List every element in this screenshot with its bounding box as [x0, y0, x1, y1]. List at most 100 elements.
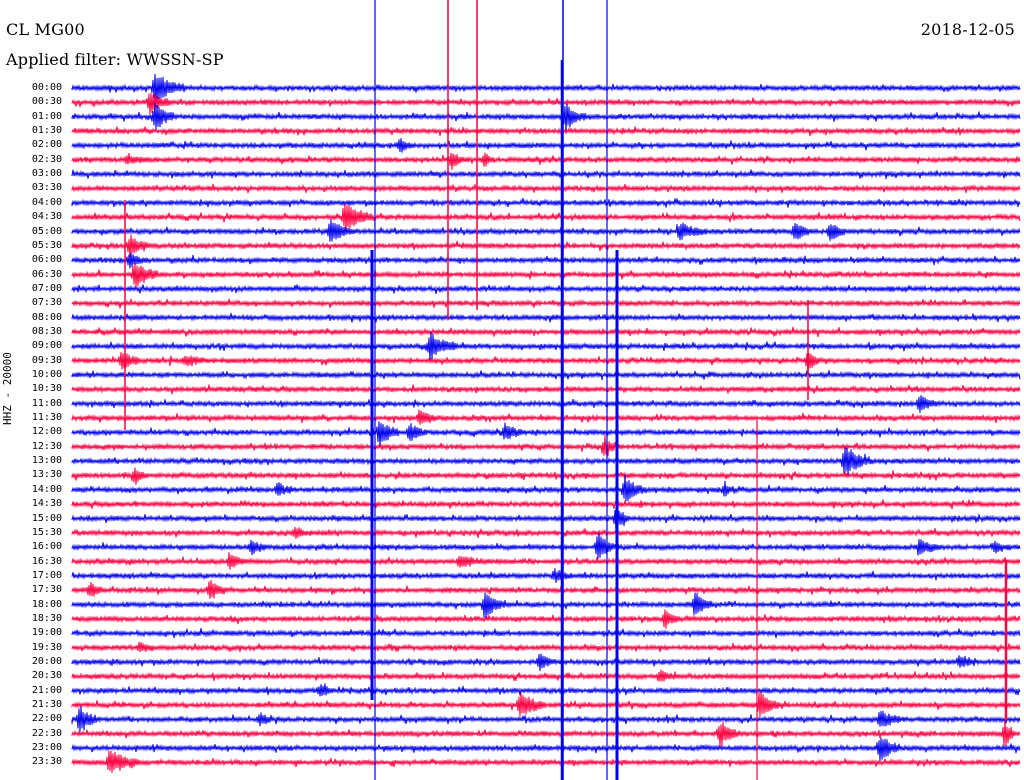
time-label: 17:00: [31, 569, 62, 581]
time-label: 07:00: [31, 282, 62, 294]
filter-label: Applied filter: WWSSN-SP: [6, 50, 224, 69]
time-label: 13:30: [31, 469, 62, 481]
time-label: 13:00: [31, 455, 62, 467]
trace-line: [71, 395, 1021, 413]
time-label: 08:00: [31, 311, 62, 323]
trace-line: [71, 718, 1021, 747]
time-label: 22:00: [31, 713, 62, 725]
trace-line: [71, 73, 1021, 103]
time-label: 23:00: [31, 742, 62, 754]
time-label: 15:30: [31, 526, 62, 538]
trace-line: [71, 653, 1021, 672]
trace-line: [71, 579, 1021, 600]
time-label: 16:30: [31, 555, 62, 567]
time-label: 08:30: [31, 325, 62, 337]
trace-line: [71, 126, 1021, 136]
trace-line: [71, 219, 1021, 242]
trace-line: [71, 683, 1021, 697]
trace-line: [71, 474, 1021, 502]
trace-line: [71, 592, 1021, 619]
time-label: 22:30: [31, 727, 62, 739]
trace-line: [71, 499, 1021, 510]
time-label: 21:00: [31, 684, 62, 696]
trace-line: [71, 552, 1021, 570]
time-label: 20:00: [31, 656, 62, 667]
time-label: 06:30: [31, 268, 62, 280]
time-label: 05:00: [31, 225, 62, 237]
trace-line: [71, 628, 1021, 639]
time-label: 15:00: [31, 512, 62, 524]
trace-line: [71, 370, 1021, 380]
time-label: 20:30: [31, 670, 62, 682]
trace-line: [71, 92, 1021, 115]
trace-line: [71, 532, 1021, 559]
trace-line: [71, 509, 1021, 533]
time-label: 11:30: [31, 412, 62, 424]
time-label: 00:00: [31, 82, 62, 93]
trace-line: [71, 152, 1021, 170]
time-label: 19:00: [31, 627, 62, 639]
time-label: 05:30: [31, 239, 62, 251]
time-label: 07:30: [31, 297, 62, 309]
time-label: 18:30: [31, 612, 62, 624]
trace-line: [71, 750, 1021, 773]
trace-line: [71, 197, 1021, 208]
trace-line: [71, 447, 1021, 475]
trace-line: [71, 609, 1021, 629]
time-label: 17:30: [31, 584, 62, 596]
trace-line: [71, 737, 1021, 761]
time-label: 04:30: [31, 211, 62, 223]
trace-line: [71, 669, 1021, 682]
time-label: 23:30: [31, 756, 62, 768]
time-label: 00:30: [31, 96, 62, 108]
trace-line: [71, 203, 1021, 232]
trace-line: [71, 284, 1021, 294]
trace-line: [71, 352, 1021, 376]
trace-line: [71, 384, 1021, 395]
time-label: 14:00: [31, 483, 62, 495]
time-label: 12:30: [31, 440, 62, 452]
trace-line: [71, 691, 1021, 718]
date-label: 2018-12-05: [920, 20, 1015, 39]
trace-line: [71, 298, 1021, 309]
trace-line: [71, 434, 1021, 457]
time-label: 01:30: [31, 125, 62, 137]
trace-line: [71, 169, 1021, 180]
trace-line: [71, 183, 1021, 194]
time-label: 14:30: [31, 498, 62, 510]
trace-line: [71, 409, 1021, 425]
station-label: CL MG00: [6, 20, 85, 39]
time-label: 21:30: [31, 699, 62, 711]
trace-line: [71, 252, 1021, 269]
time-label: 03:00: [31, 168, 62, 180]
time-label: 09:00: [31, 340, 62, 352]
trace-line: [71, 326, 1021, 338]
trace-line: [71, 102, 1021, 133]
time-label: 11:00: [31, 397, 62, 409]
trace-line: [71, 263, 1021, 288]
time-label: 12:00: [31, 426, 62, 438]
time-label: 03:30: [31, 182, 62, 194]
trace-line: [71, 331, 1021, 362]
trace-line: [71, 234, 1021, 258]
trace-line: [71, 312, 1021, 323]
time-label: 02:00: [31, 139, 62, 151]
time-label: 10:30: [31, 383, 62, 395]
trace-line: [71, 138, 1021, 153]
time-label: 09:30: [31, 354, 62, 366]
trace-line: [71, 526, 1021, 539]
time-label: 19:30: [31, 641, 62, 653]
time-label: 18:00: [31, 598, 62, 610]
time-label: 16:00: [31, 541, 62, 553]
time-label: 01:00: [31, 110, 62, 122]
trace-line: [71, 467, 1021, 485]
trace-line: [71, 568, 1021, 584]
trace-line: [71, 641, 1021, 653]
time-label-column: 00:00 00:30 01:00 01:30 02:00 02:30 03:00 03:30…: [0, 0, 70, 780]
time-label: 02:30: [31, 153, 62, 165]
time-label: 10:00: [31, 369, 62, 380]
time-label: 04:00: [31, 196, 62, 208]
trace-line: [71, 706, 1021, 732]
time-label: 06:00: [31, 254, 62, 266]
